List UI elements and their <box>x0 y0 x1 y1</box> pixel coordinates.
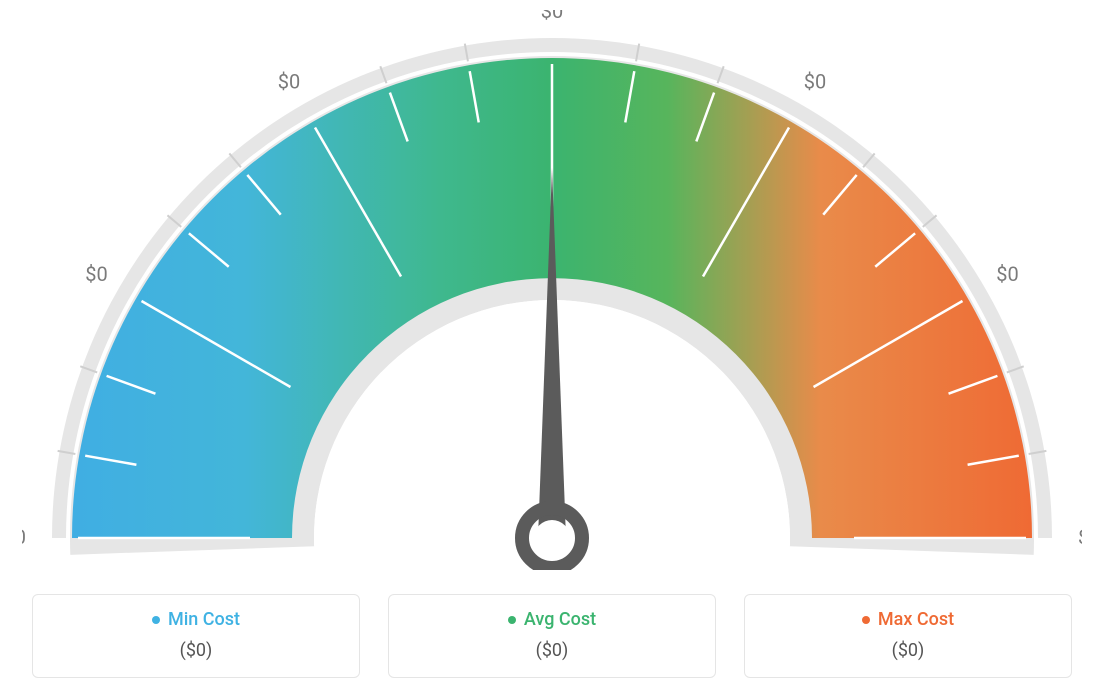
dot-avg <box>508 616 516 624</box>
svg-text:$0: $0 <box>996 262 1018 286</box>
legend-box-avg: Avg Cost ($0) <box>388 594 716 679</box>
gauge-chart: $0 $0 $0 $0 $0 $0 $0 <box>22 10 1082 570</box>
legend-box-max: Max Cost ($0) <box>744 594 1072 679</box>
svg-text:$0: $0 <box>85 262 107 286</box>
legend-box-min: Min Cost ($0) <box>32 594 360 679</box>
legend-label-max: Max Cost <box>878 609 954 630</box>
svg-text:$0: $0 <box>541 10 563 23</box>
legend-label-min: Min Cost <box>168 609 240 630</box>
svg-text:$0: $0 <box>278 69 300 93</box>
dot-min <box>152 616 160 624</box>
svg-text:$0: $0 <box>804 69 826 93</box>
svg-text:$0: $0 <box>1078 525 1082 549</box>
svg-text:$0: $0 <box>22 525 26 549</box>
legend-value-min: ($0) <box>43 640 349 661</box>
legend-value-max: ($0) <box>755 640 1061 661</box>
legend-row: Min Cost ($0) Avg Cost ($0) Max Cost ($0… <box>32 594 1072 679</box>
legend-value-avg: ($0) <box>399 640 705 661</box>
dot-max <box>862 616 870 624</box>
legend-label-avg: Avg Cost <box>524 609 596 630</box>
